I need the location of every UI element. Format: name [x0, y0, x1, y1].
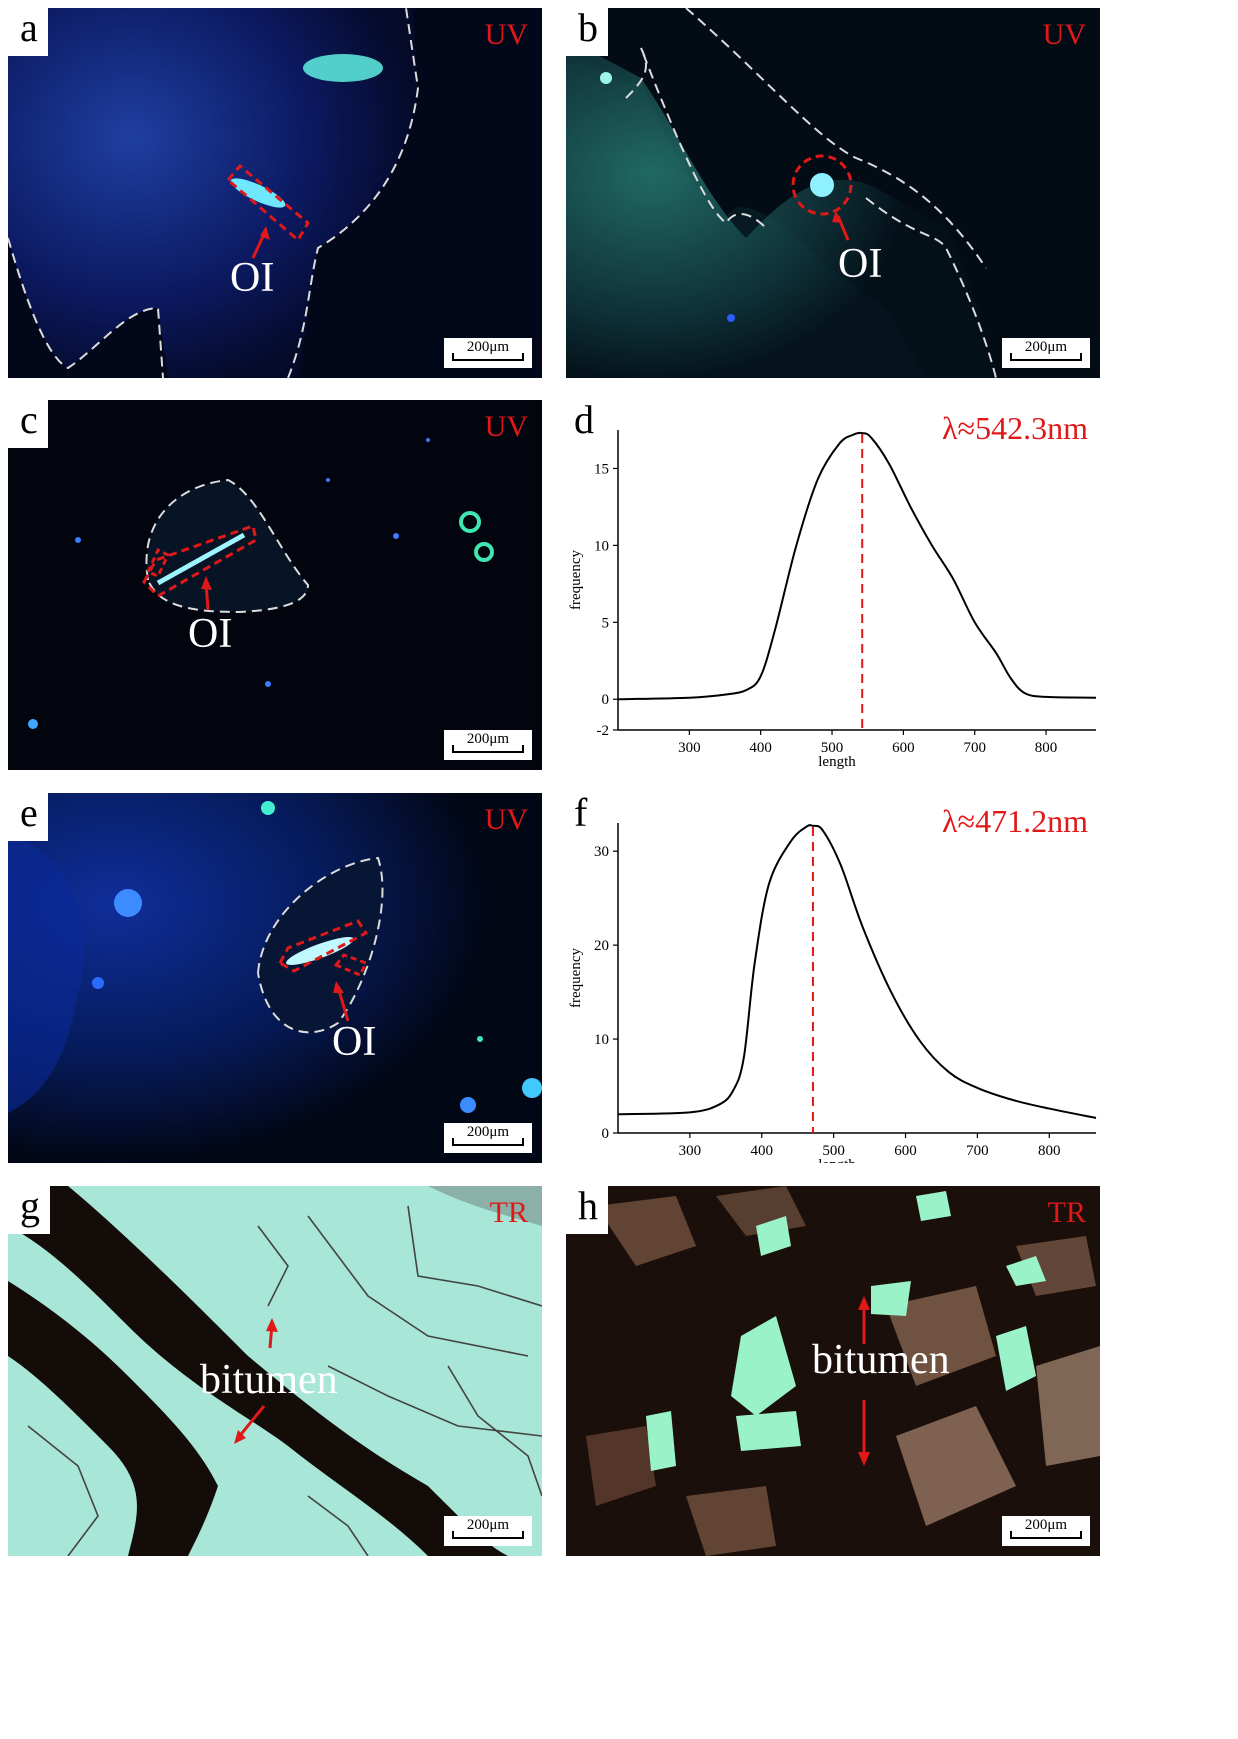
scale-bar-label: 200μm — [466, 1124, 510, 1140]
micrograph-c-image — [8, 400, 542, 770]
illumination-mode-label: UV — [484, 803, 528, 836]
bitumen-callout: bitumen — [812, 1337, 950, 1383]
x-tick-label: 700 — [963, 740, 986, 756]
oil-inclusion-e — [286, 937, 354, 965]
x-tick-label: 500 — [822, 1143, 845, 1159]
oi-callout: OI — [230, 255, 275, 301]
x-tick-label: 400 — [749, 740, 772, 756]
oi-outline-c — [142, 524, 258, 598]
bright-inclusion-a — [303, 54, 383, 82]
oi-callout: OI — [188, 611, 233, 657]
y-tick-label: 0 — [602, 692, 610, 708]
x-tick-label: 500 — [821, 740, 844, 756]
oil-inclusion-b — [810, 173, 834, 197]
scale-bar: 200μm — [1002, 338, 1090, 368]
x-tick-label: 600 — [894, 1143, 917, 1159]
micrograph-h-image — [566, 1186, 1100, 1556]
panel-c-micrograph: c UV OI 200μm — [8, 400, 542, 770]
y-tick-label: 10 — [594, 1032, 609, 1048]
x-axis-label: length — [818, 754, 856, 770]
panel-letter: g — [8, 1186, 50, 1234]
bitumen-vein-g — [8, 1186, 508, 1556]
scale-bar: 200μm — [444, 1516, 532, 1546]
spectrum-chart-f: 300 400 500 600 700 800 0 10 20 30 length frequency — [568, 823, 1097, 1163]
panel-letter: e — [8, 793, 48, 841]
y-tick-label: 20 — [594, 938, 609, 954]
oi-outline-e — [277, 919, 369, 973]
micrograph-a-image — [8, 8, 542, 378]
scale-bar-label: 200μm — [466, 339, 510, 355]
y-tick-label: 10 — [594, 538, 609, 554]
illumination-mode-label: UV — [484, 18, 528, 51]
panel-letter: h — [566, 1186, 608, 1234]
x-tick-label: 800 — [1035, 740, 1058, 756]
panel-g-micrograph: g TR bitumen 200μm — [8, 1186, 542, 1556]
peak-wavelength-label: λ≈471.2nm — [942, 803, 1088, 839]
oi-callout: OI — [332, 1019, 377, 1065]
peak-wavelength-label: λ≈542.3nm — [942, 410, 1088, 446]
panel-letter: a — [8, 8, 48, 56]
illumination-mode-label: UV — [484, 410, 528, 443]
oil-inclusion-a — [230, 178, 286, 208]
oi-outline-a — [225, 163, 310, 243]
x-tick-label: 300 — [678, 740, 701, 756]
scale-bar: 200μm — [444, 338, 532, 368]
x-tick-label: 400 — [751, 1143, 774, 1159]
panel-a-micrograph: a UV OI 200μm — [8, 8, 542, 378]
scale-bar-label: 200μm — [1024, 339, 1068, 355]
panel-e-micrograph: e UV OI 200μm — [8, 793, 542, 1163]
y-tick-label: 0 — [602, 1126, 610, 1142]
panel-h-micrograph: h TR bitumen 200μm — [566, 1186, 1100, 1556]
scale-bar-label: 200μm — [466, 731, 510, 747]
scale-bar: 200μm — [444, 730, 532, 760]
mineral-grain — [731, 1316, 796, 1416]
scale-bar: 200μm — [1002, 1516, 1090, 1546]
bitumen-callout: bitumen — [200, 1357, 338, 1403]
micrograph-g-image — [8, 1186, 542, 1556]
x-axis-label: length — [818, 1157, 856, 1163]
x-tick-label: 800 — [1038, 1143, 1061, 1159]
oi-outline-b — [791, 154, 853, 216]
y-tick-label: 15 — [594, 461, 609, 477]
scale-bar-label: 200μm — [1024, 1517, 1068, 1533]
y-tick-label: 5 — [602, 615, 610, 631]
oi-callout: OI — [838, 241, 883, 287]
y-tick-label: 30 — [594, 844, 609, 860]
illumination-mode-label: TR — [489, 1196, 528, 1229]
y-tick-label: -2 — [597, 723, 610, 739]
panel-b-micrograph: b UV OI 200μm — [566, 8, 1100, 378]
panel-f-spectrum: 300 400 500 600 700 800 0 10 20 30 length frequency… — [566, 793, 1100, 1163]
spectrum-line — [617, 824, 1097, 1119]
micrograph-b-image — [566, 8, 1100, 378]
spectrum-line — [617, 431, 1097, 701]
spectrum-chart-d: 300 400 500 600 700 800 -2 0 5 10 15 length frequenc… — [568, 430, 1097, 770]
x-tick-label: 300 — [679, 1143, 702, 1159]
panel-letter: f — [566, 793, 598, 841]
illumination-mode-label: TR — [1047, 1196, 1086, 1229]
y-axis-label: frequency — [568, 948, 584, 1008]
x-tick-label: 700 — [966, 1143, 989, 1159]
panel-letter: c — [8, 400, 48, 448]
scale-bar: 200μm — [444, 1123, 532, 1153]
scale-bar-label: 200μm — [466, 1517, 510, 1533]
x-tick-label: 600 — [892, 740, 915, 756]
illumination-mode-label: UV — [1042, 18, 1086, 51]
panel-letter: d — [566, 400, 604, 448]
oil-inclusion-c — [156, 532, 246, 586]
panel-letter: b — [566, 8, 608, 56]
panel-d-spectrum: 300 400 500 600 700 800 -2 0 5 10 15 length frequenc… — [566, 400, 1100, 770]
y-axis-label: frequency — [568, 550, 584, 610]
micrograph-e-image — [8, 793, 542, 1163]
